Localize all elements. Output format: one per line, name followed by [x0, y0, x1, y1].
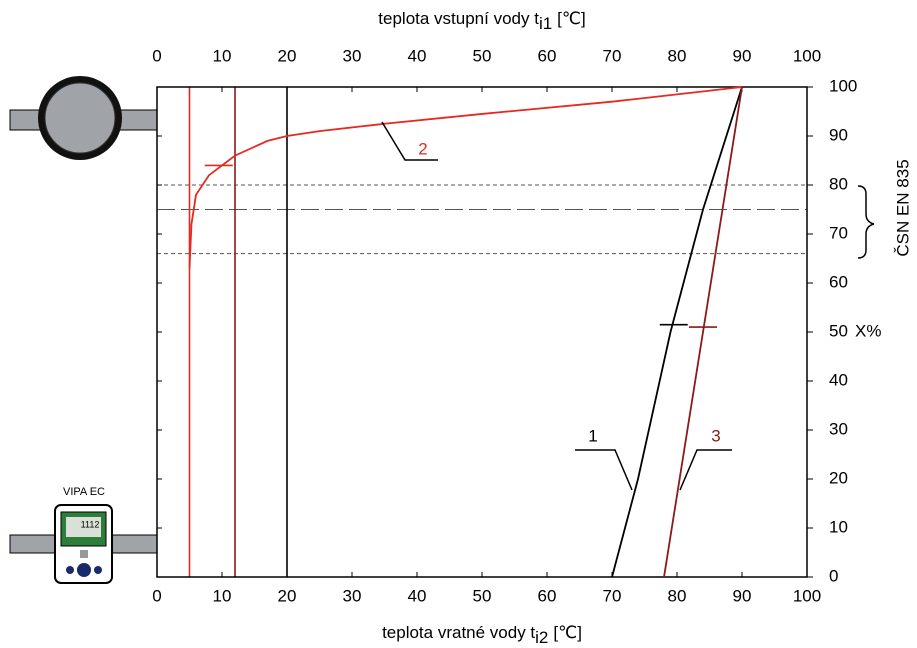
x2-tick-label: 70: [603, 46, 622, 65]
x2-tick-label: 50: [473, 46, 492, 65]
x2-tick-label: 30: [343, 46, 362, 65]
x2-tick-label: 100: [793, 46, 821, 65]
y-tick-label: 100: [829, 76, 857, 95]
x-tick-label: 70: [603, 586, 622, 605]
leader-line: [381, 121, 438, 161]
x2-tick-label: 10: [213, 46, 232, 65]
y-tick-label: 50: [829, 321, 848, 340]
meter-face: [44, 82, 116, 154]
plot-frame: [156, 86, 808, 578]
x-tick-label: 10: [213, 586, 232, 605]
x-tick-label: 90: [733, 586, 752, 605]
display-text: 1112: [81, 519, 100, 529]
y-tick-label: 70: [829, 223, 848, 242]
y-tick-label: 10: [829, 517, 848, 536]
leader-line: [575, 449, 633, 491]
x-axis-label: teplota vratné vody ti2 [℃]: [382, 623, 582, 647]
device-button: [80, 550, 88, 558]
x2-tick-label: 90: [733, 46, 752, 65]
y-tick-label: 30: [829, 419, 848, 438]
x2-tick-label: 0: [152, 46, 161, 65]
x-tick-label: 40: [408, 586, 427, 605]
series-label: 2: [418, 139, 427, 158]
device-button: [66, 566, 74, 574]
x2-axis-label: teplota vstupní vody ti1 [℃]: [378, 9, 585, 33]
y-tick-label: 40: [829, 370, 848, 389]
x-tick-label: 20: [278, 586, 297, 605]
device-display: [66, 517, 101, 537]
x-tick-label: 30: [343, 586, 362, 605]
brace: [857, 185, 875, 259]
y-tick-label: 80: [829, 174, 848, 193]
series-label: 1: [588, 426, 597, 445]
x2-tick-label: 80: [668, 46, 687, 65]
y-tick-label: 90: [829, 125, 848, 144]
y-tick-label: 20: [829, 468, 848, 487]
x-tick-label: 0: [152, 586, 161, 605]
y-tick-label: 60: [829, 272, 848, 291]
series-line: [188, 86, 743, 269]
y-tick-label: 0: [829, 566, 838, 585]
x-tick-label: 60: [538, 586, 557, 605]
leader-line: [679, 449, 732, 491]
x-tick-label: 50: [473, 586, 492, 605]
device-button: [94, 566, 102, 574]
x-tick-label: 80: [668, 586, 687, 605]
x2-tick-label: 60: [538, 46, 557, 65]
y-axis-label: X%: [855, 321, 881, 340]
x-tick-label: 100: [793, 586, 821, 605]
x2-tick-label: 20: [278, 46, 297, 65]
device-label: VIPA EC: [63, 486, 105, 498]
annotation: ČSN EN 835: [893, 159, 912, 256]
x2-tick-label: 40: [408, 46, 427, 65]
device-button: [77, 563, 91, 577]
series-line: [663, 86, 743, 578]
series-line: [611, 86, 743, 578]
series-label: 3: [711, 426, 720, 445]
